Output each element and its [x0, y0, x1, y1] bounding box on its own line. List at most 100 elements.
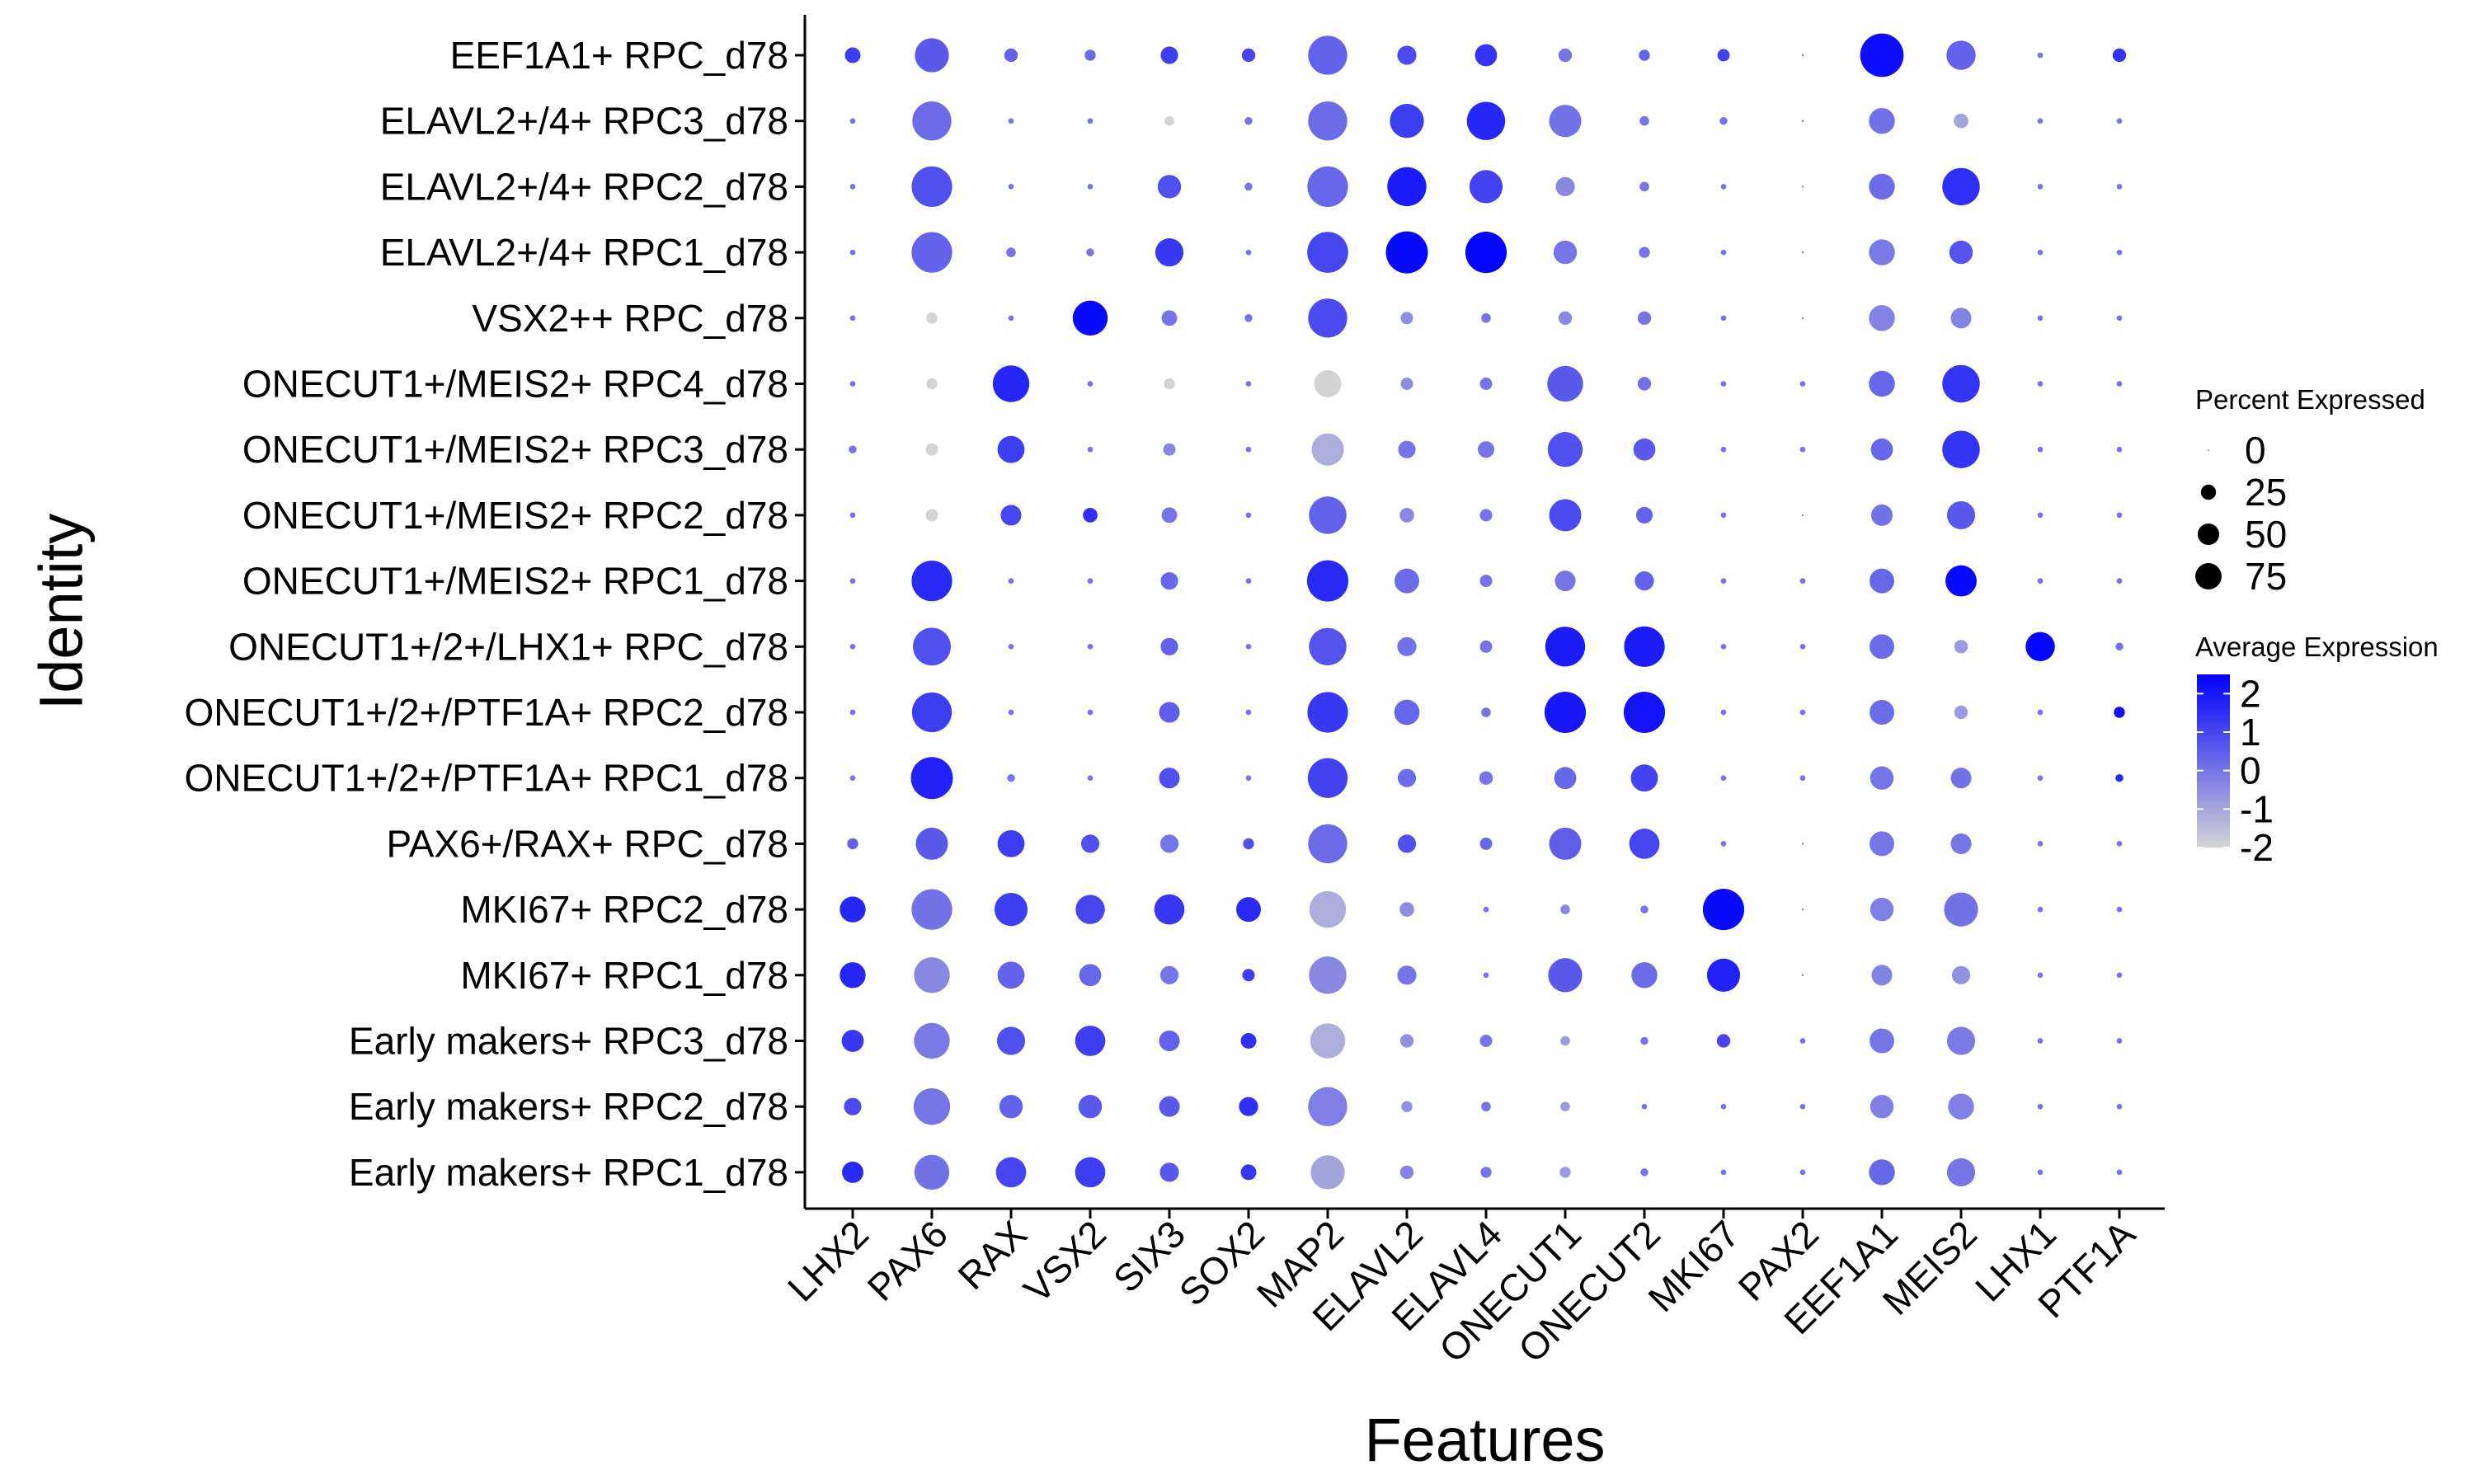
- dot-meis2-onecut1-meis2-rpc4-d78: [1942, 364, 1980, 403]
- dot-pax6-onecut1-meis2-rpc4-d78: [926, 378, 938, 390]
- dot-sox2-vsx2-rpc-d78: [1244, 314, 1253, 322]
- dot-ptf1a-onecut1-meis2-rpc1-d78: [2116, 578, 2123, 584]
- dot-six3-onecut1-2-ptf1a-rpc2-d78: [1159, 702, 1180, 723]
- y-tick-label-early-makers-rpc2-d78: Early makers+ RPC2_d78: [349, 1085, 788, 1128]
- y-tick-label-onecut1-2-lhx1-rpc-d78: ONECUT1+/2+/LHX1+ RPC_d78: [228, 625, 788, 668]
- x-tick-label-pax6: PAX6: [859, 1212, 957, 1309]
- dot-elavl4-onecut1-2-ptf1a-rpc1-d78: [1479, 771, 1493, 785]
- x-tick-label-lhx2: LHX2: [779, 1212, 877, 1309]
- dot-eef1a1-eef1a1-rpc-d78: [1860, 33, 1904, 77]
- dot-elavl2-early-makers-rpc1-d78: [1399, 1165, 1414, 1180]
- dot-meis2-onecut1-2-ptf1a-rpc2-d78: [1954, 705, 1968, 720]
- axes: [803, 15, 2165, 1210]
- dot-mki67-onecut1-meis2-rpc2-d78: [1720, 512, 1727, 519]
- dot-rax-onecut1-2-lhx1-rpc-d78: [1008, 643, 1014, 650]
- size-legend-title: Percent Expressed: [2195, 384, 2425, 415]
- y-tick-label-elavl2-4-rpc1-d78: ELAVL2+/4+ RPC1_d78: [380, 231, 788, 274]
- dot-pax6-onecut1-meis2-rpc2-d78: [925, 509, 938, 522]
- dot-meis2-early-makers-rpc2-d78: [1948, 1093, 1974, 1120]
- dot-six3-elavl2-4-rpc1-d78: [1155, 238, 1184, 267]
- dot-lhx1-elavl2-4-rpc3-d78: [2037, 118, 2044, 124]
- y-tick-label-onecut1-meis2-rpc3-d78: ONECUT1+/MEIS2+ RPC3_d78: [242, 428, 788, 471]
- dot-pax2-vsx2-rpc-d78: [1801, 317, 1804, 319]
- y-tick-label-onecut1-2-ptf1a-rpc2-d78: ONECUT1+/2+/PTF1A+ RPC2_d78: [185, 691, 789, 734]
- x-axis-title: Features: [1364, 1406, 1605, 1474]
- dot-rax-elavl2-4-rpc2-d78: [1008, 184, 1014, 190]
- dot-mki67-elavl2-4-rpc1-d78: [1720, 249, 1727, 256]
- dot-rax-eef1a1-rpc-d78: [1004, 48, 1018, 63]
- dot-marks: [840, 33, 2127, 1190]
- dot-pax2-onecut1-2-lhx1-rpc-d78: [1799, 643, 1806, 650]
- dot-pax6-early-makers-rpc3-d78: [914, 1022, 950, 1059]
- dot-onecut1-elavl2-4-rpc3-d78: [1549, 105, 1582, 138]
- dot-elavl2-onecut1-2-lhx1-rpc-d78: [1397, 636, 1417, 656]
- dot-rax-onecut1-2-ptf1a-rpc2-d78: [1008, 709, 1014, 716]
- dot-pax6-onecut1-2-ptf1a-rpc2-d78: [911, 692, 952, 733]
- dot-pax2-onecut1-meis2-rpc4-d78: [1799, 381, 1806, 387]
- dot-onecut1-onecut1-2-ptf1a-rpc1-d78: [1554, 767, 1577, 790]
- dot-elavl2-early-makers-rpc2-d78: [1401, 1101, 1413, 1112]
- dot-elavl4-onecut1-meis2-rpc2-d78: [1479, 509, 1493, 522]
- dot-elavl4-early-makers-rpc1-d78: [1480, 1167, 1492, 1178]
- x-tick-label-sox2: SOX2: [1171, 1212, 1273, 1314]
- dot-six3-mki67-rpc2-d78: [1154, 894, 1185, 925]
- dot-onecut2-pax6-rax-rpc-d78: [1629, 829, 1660, 859]
- dot-eef1a1-elavl2-4-rpc1-d78: [1869, 239, 1895, 265]
- dot-six3-onecut1-2-lhx1-rpc-d78: [1160, 637, 1178, 655]
- dot-six3-early-makers-rpc1-d78: [1159, 1162, 1179, 1182]
- dot-lhx1-mki67-rpc2-d78: [2037, 906, 2044, 913]
- dot-pax2-pax6-rax-rpc-d78: [1801, 843, 1804, 845]
- dot-six3-vsx2-rpc-d78: [1161, 310, 1178, 326]
- dot-six3-early-makers-rpc3-d78: [1159, 1030, 1180, 1052]
- dot-onecut1-onecut1-meis2-rpc1-d78: [1554, 571, 1576, 592]
- dot-onecut2-early-makers-rpc1-d78: [1640, 1168, 1649, 1176]
- dot-lhx2-onecut1-2-lhx1-rpc-d78: [849, 643, 856, 650]
- dot-eef1a1-onecut1-meis2-rpc2-d78: [1871, 504, 1893, 526]
- dot-lhx2-mki67-rpc1-d78: [840, 962, 866, 989]
- dot-six3-onecut1-meis2-rpc1-d78: [1160, 572, 1178, 590]
- size-legend-label-75: 75: [2245, 555, 2287, 598]
- dot-ptf1a-elavl2-4-rpc1-d78: [2116, 249, 2123, 256]
- x-tick-label-mki67: MKI67: [1639, 1212, 1747, 1320]
- dot-onecut2-onecut1-2-ptf1a-rpc2-d78: [1623, 691, 1666, 734]
- y-tick-label-early-makers-rpc3-d78: Early makers+ RPC3_d78: [349, 1020, 788, 1063]
- dot-onecut1-early-makers-rpc1-d78: [1559, 1167, 1571, 1178]
- y-tick-label-mki67-rpc2-d78: MKI67+ RPC2_d78: [460, 888, 788, 931]
- dot-mki67-onecut1-meis2-rpc4-d78: [1720, 381, 1727, 387]
- dot-lhx2-onecut1-2-ptf1a-rpc1-d78: [849, 775, 856, 782]
- dot-lhx1-onecut1-meis2-rpc3-d78: [2037, 446, 2044, 453]
- dot-sox2-elavl2-4-rpc3-d78: [1244, 116, 1253, 125]
- dot-ptf1a-pax6-rax-rpc-d78: [2116, 841, 2123, 847]
- dot-six3-pax6-rax-rpc-d78: [1159, 834, 1179, 853]
- dot-six3-onecut1-2-ptf1a-rpc1-d78: [1159, 768, 1180, 789]
- dot-sox2-mki67-rpc2-d78: [1236, 897, 1261, 923]
- dot-onecut2-mki67-rpc2-d78: [1640, 905, 1649, 913]
- size-legend-dot-75: [2195, 563, 2222, 589]
- dot-rax-elavl2-4-rpc1-d78: [1006, 247, 1016, 257]
- dot-eef1a1-onecut1-meis2-rpc3-d78: [1870, 438, 1893, 461]
- dot-rax-elavl2-4-rpc3-d78: [1008, 118, 1014, 124]
- dot-map2-elavl2-4-rpc1-d78: [1307, 232, 1348, 273]
- dot-six3-mki67-rpc1-d78: [1159, 965, 1179, 984]
- dot-six3-early-makers-rpc2-d78: [1159, 1096, 1180, 1117]
- dot-onecut1-pax6-rax-rpc-d78: [1549, 827, 1582, 860]
- dot-vsx2-elavl2-4-rpc1-d78: [1086, 248, 1094, 256]
- dot-ptf1a-onecut1-meis2-rpc3-d78: [2116, 446, 2123, 453]
- dot-rax-mki67-rpc1-d78: [997, 961, 1025, 989]
- dot-sox2-onecut1-2-ptf1a-rpc1-d78: [1245, 775, 1252, 782]
- dot-six3-onecut1-meis2-rpc4-d78: [1164, 378, 1175, 390]
- dot-rax-early-makers-rpc2-d78: [999, 1094, 1023, 1119]
- dot-pax2-mki67-rpc1-d78: [1801, 974, 1804, 977]
- dot-onecut1-mki67-rpc2-d78: [1560, 904, 1570, 914]
- dot-pax6-onecut1-meis2-rpc1-d78: [911, 560, 952, 602]
- dot-mki67-mki67-rpc2-d78: [1702, 889, 1745, 931]
- dot-eef1a1-early-makers-rpc1-d78: [1869, 1159, 1895, 1186]
- dot-elavl2-elavl2-4-rpc1-d78: [1385, 231, 1428, 274]
- dot-vsx2-early-makers-rpc2-d78: [1078, 1094, 1103, 1119]
- dot-lhx1-eef1a1-rpc-d78: [2037, 52, 2044, 59]
- dot-elavl4-onecut1-meis2-rpc1-d78: [1479, 575, 1493, 588]
- dot-onecut2-onecut1-2-ptf1a-rpc1-d78: [1630, 764, 1658, 792]
- y-tick-label-vsx2-rpc-d78: VSX2++ RPC_d78: [472, 297, 788, 340]
- dot-pax6-vsx2-rpc-d78: [926, 312, 938, 324]
- dot-onecut2-onecut1-2-lhx1-rpc-d78: [1624, 626, 1665, 667]
